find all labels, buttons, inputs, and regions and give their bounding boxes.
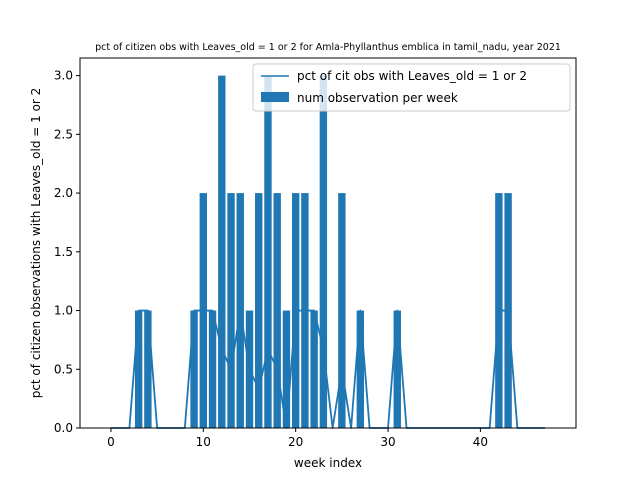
bar [282,310,291,428]
legend-bar-label: num observation per week [297,91,458,105]
y-tick-label: 1.5 [54,245,73,259]
y-axis-ticks: 0.0 0.5 1.0 1.5 2.0 2.5 3.0 [54,69,80,435]
y-tick-label: 3.0 [54,69,73,83]
x-axis-label: week index [294,456,362,470]
x-tick-label: 10 [196,435,211,449]
bar [393,310,401,428]
x-tick-label: 40 [473,435,488,449]
y-tick-label: 2.5 [54,127,73,141]
legend-box [252,63,571,112]
bar [264,75,272,428]
bar [338,193,346,428]
x-axis-ticks: 0 10 20 30 40 [107,428,488,449]
plot-frame [79,57,577,429]
bar [134,310,143,428]
bar [144,310,152,428]
bar [273,193,281,428]
bar [218,75,226,428]
legend: pct of cit obs with Leaves_old = 1 or 2 … [252,63,571,112]
y-tick-label: 1.0 [54,304,73,318]
y-tick-label: 2.0 [54,186,73,200]
legend-bar-swatch [261,92,289,102]
x-tick-label: 30 [380,435,395,449]
bar [356,310,365,428]
bar [190,310,198,428]
bar [227,193,235,428]
y-tick-label: 0.0 [54,421,73,435]
chart-title: pct of citizen obs with Leaves_old = 1 o… [95,42,561,53]
bar [208,310,217,428]
y-axis-label: pct of citizen observations with Leaves_… [29,88,43,399]
legend-line-label: pct of cit obs with Leaves_old = 1 or 2 [297,69,527,83]
x-tick-label: 20 [288,435,303,449]
x-tick-label: 0 [107,435,115,449]
bar [319,75,328,428]
bar [255,193,263,428]
y-tick-label: 0.5 [54,362,73,376]
bar [310,310,318,428]
